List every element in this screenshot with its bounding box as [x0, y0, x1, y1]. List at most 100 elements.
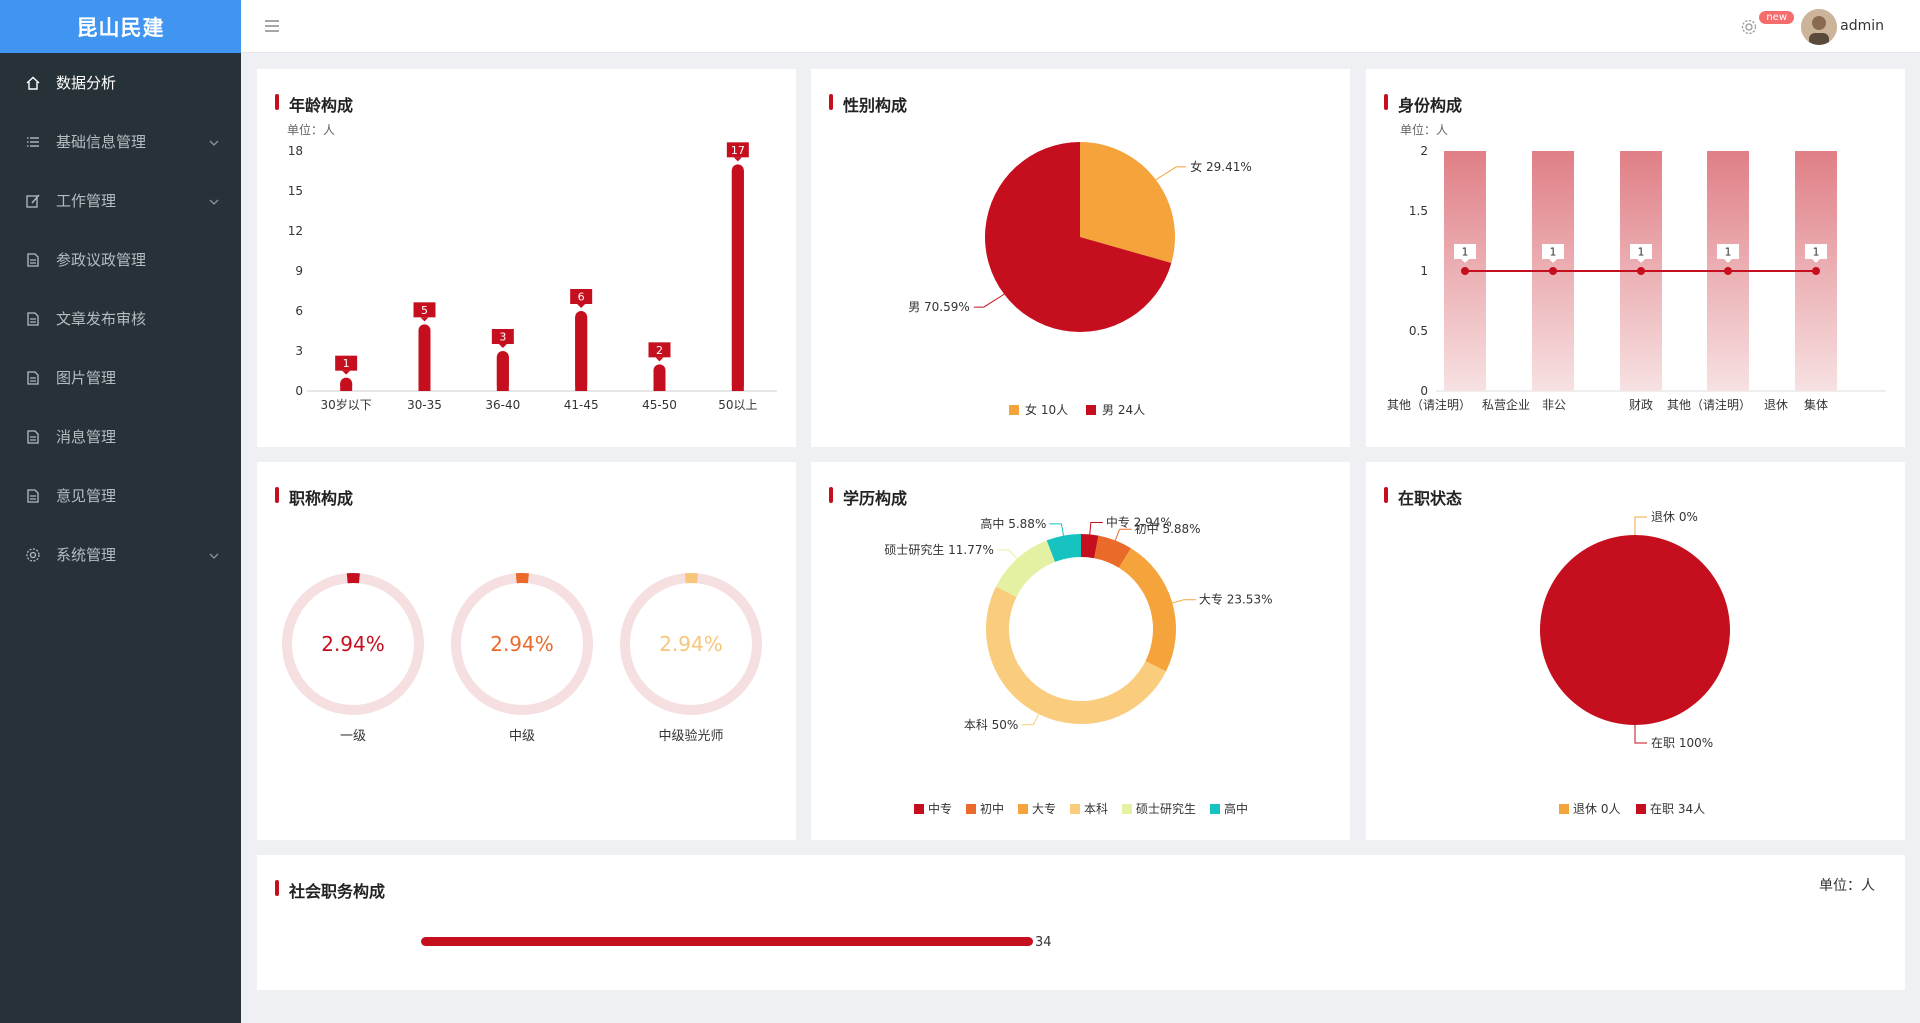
- data-label-box: [648, 342, 671, 358]
- x-tick-label: 50以上: [718, 398, 757, 412]
- line-point: [1724, 267, 1732, 275]
- sidebar-item-4[interactable]: 文章发布审核: [0, 289, 241, 348]
- leader-line: [1114, 528, 1132, 541]
- sidebar-item-7[interactable]: 意见管理: [0, 466, 241, 525]
- leader-line: [1021, 713, 1040, 726]
- y-tick-label: 0: [295, 384, 303, 398]
- menu-toggle-icon[interactable]: [263, 17, 281, 39]
- legend-swatch: [1122, 804, 1132, 814]
- sidebar-item-label: 工作管理: [56, 192, 117, 210]
- legend-swatch: [966, 804, 976, 814]
- notification-badge: new: [1759, 11, 1794, 24]
- card-title: 年龄构成: [275, 92, 353, 116]
- donut-slice: [1081, 534, 1099, 559]
- data-label: 17: [731, 144, 745, 157]
- sidebar-item-label: 系统管理: [56, 546, 117, 564]
- sidebar-item-2[interactable]: 工作管理: [0, 171, 241, 230]
- sidebar-item-label: 消息管理: [56, 428, 117, 446]
- unit-label: 单位：人: [287, 123, 336, 137]
- y-tick-label: 1: [1420, 264, 1428, 278]
- legend-label: 女 10人: [1025, 402, 1068, 417]
- sidebar-item-5[interactable]: 图片管理: [0, 348, 241, 407]
- sidebar-item-1[interactable]: 基础信息管理: [0, 112, 241, 171]
- bar-base: [496, 357, 509, 391]
- age-bar-chart: 0 3 6 9 12 15 18 1 30岁以下 5 30-35 3 36-40 6 41-45 2 45-50…: [288, 142, 777, 412]
- donut-slice: [995, 540, 1056, 597]
- data-label: 1: [343, 357, 350, 370]
- x-tick-label: 财政: [1629, 398, 1653, 412]
- ring-name: 一级: [340, 729, 366, 744]
- sidebar-item-3[interactable]: 参政议政管理: [0, 230, 241, 289]
- bar-base: [575, 317, 588, 391]
- leader-line: [1089, 521, 1103, 535]
- legend-label: 高中: [1224, 801, 1248, 816]
- card-title: 学历构成: [829, 485, 907, 509]
- sidebar-item-8[interactable]: 系统管理: [0, 525, 241, 584]
- data-label-pointer: [577, 304, 586, 308]
- data-label-box: [570, 289, 593, 304]
- y-tick-label: 0: [1420, 384, 1428, 398]
- education-card: 学历构成 中专 2.94% 初中 5.88% 大专 23.53% 本科 50% 硕士研究…: [811, 462, 1350, 840]
- list-icon: [24, 133, 42, 151]
- card-title: 在职状态: [1384, 485, 1462, 509]
- slice-label: 在职 100%: [1651, 736, 1713, 750]
- x-tick-label: 集体: [1804, 397, 1828, 412]
- legend-label: 初中: [980, 801, 1004, 816]
- legend-swatch: [1636, 804, 1646, 814]
- home-icon: [24, 74, 42, 92]
- y-tick-label: 9: [295, 264, 303, 278]
- y-tick-label: 18: [288, 144, 303, 158]
- data-label-box: [1454, 244, 1476, 259]
- x-tick-label: 非公: [1542, 398, 1566, 412]
- y-tick-label: 2: [1420, 144, 1428, 158]
- gender-card: 性别构成 女 29.41% 男 70.59% 女 10人 男 24人: [811, 69, 1350, 447]
- bar-base: [418, 330, 431, 391]
- donut-slice: [986, 586, 1167, 724]
- data-label: 1: [1638, 246, 1645, 259]
- line-point: [1549, 267, 1557, 275]
- y-tick-label: 6: [295, 304, 303, 318]
- gear-icon: [24, 546, 42, 564]
- settings-gear-icon[interactable]: [1740, 18, 1758, 40]
- document-icon: [24, 369, 42, 387]
- leader-line: [1634, 725, 1647, 744]
- x-tick-label: 41-45: [564, 398, 599, 412]
- line-point: [1461, 267, 1469, 275]
- pie-slice: [1540, 535, 1730, 725]
- donut-slice: [1046, 534, 1081, 562]
- data-label-pointer: [1724, 259, 1732, 263]
- legend-swatch: [1018, 804, 1028, 814]
- sidebar-item-0[interactable]: 数据分析: [0, 53, 241, 112]
- ring-value: 2.94%: [659, 632, 723, 656]
- x-tick-label: 其他（请注明）: [1387, 397, 1471, 412]
- top-header: new admin: [241, 0, 1920, 53]
- data-label-box: [335, 355, 358, 371]
- legend-label: 本科: [1084, 802, 1108, 816]
- sidebar-item-6[interactable]: 消息管理: [0, 407, 241, 466]
- y-tick-label: 15: [288, 184, 303, 198]
- data-label: 1: [1725, 246, 1732, 259]
- sidebar: 昆山民建 数据分析 基础信息管理 工作管理 参政议政管理 文章发布审核 图片管理 消息管理意…: [0, 0, 241, 1023]
- legend-label: 大专: [1032, 801, 1056, 816]
- identity-card: 身份构成 单位：人 0 0.5 1 1.5 2 1 1 1 1 1 其他（请注明） 私营企业 非公 财政其…: [1366, 69, 1905, 447]
- edit-icon: [24, 192, 42, 210]
- slice-label: 硕士研究生 11.77%: [884, 542, 994, 557]
- x-tick-label: 退休: [1764, 398, 1788, 412]
- x-tick-label: 私营企业: [1482, 397, 1530, 412]
- avatar[interactable]: [1801, 9, 1837, 45]
- data-label-box: [1717, 244, 1739, 259]
- legend-label: 中专: [928, 801, 952, 816]
- x-tick-label: 30-35: [407, 398, 442, 412]
- data-label-box: [491, 329, 514, 344]
- document-icon: [24, 428, 42, 446]
- ring-progress: [451, 573, 593, 715]
- x-tick-label: 其他（请注明）: [1667, 397, 1751, 412]
- identity-bar-line-chart: 00.511.521 1 1 1 1其他（请注明） 私营企业 非公 财政 其他（请注明） 退休 集体: [1387, 144, 1886, 412]
- unit-label: 单位：人: [1400, 123, 1449, 137]
- data-label: 5: [421, 304, 428, 317]
- education-donut-chart: 中专 2.94%初中 5.88% 大专 23.53% 本科 50% 硕士研究生 11.…: [884, 514, 1272, 816]
- card-title: 身份构成: [1384, 92, 1462, 116]
- donut-slice: [1094, 535, 1131, 568]
- username[interactable]: admin: [1840, 18, 1884, 34]
- data-label-box: [1805, 244, 1827, 259]
